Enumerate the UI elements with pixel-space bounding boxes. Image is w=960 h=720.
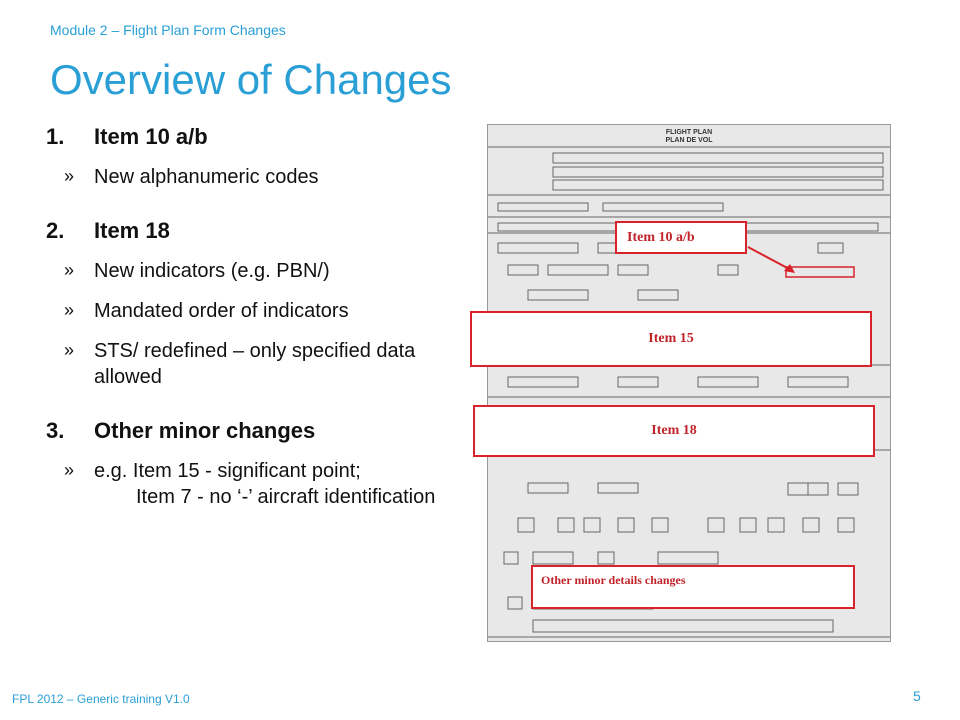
list-item-2: 2. Item 18 <box>46 218 476 244</box>
page-number: 5 <box>913 688 921 704</box>
item-number: 2. <box>46 218 65 243</box>
sub-bullet-text-continued: Item 7 - no ‘-’ aircraft identification <box>136 486 436 508</box>
sub-bullet: » New alphanumeric codes <box>64 164 476 190</box>
flight-plan-form-image: FLIGHT PLAN PLAN DE VOL <box>487 124 891 642</box>
bullet-marker: » <box>64 300 75 320</box>
form-title: FLIGHT PLAN <box>665 129 713 136</box>
item-number: 1. <box>46 124 65 149</box>
bullet-marker: » <box>64 166 75 186</box>
form-subtitle: PLAN DE VOL <box>665 136 713 144</box>
callout-item-10: Item 10 a/b <box>615 221 747 254</box>
item-label: Other minor changes <box>94 418 316 443</box>
sub-bullet-text: e.g. Item 15 - significant point; <box>94 460 361 482</box>
sub-bullet-text: New alphanumeric codes <box>94 166 319 188</box>
item-label: Item 10 a/b <box>94 124 208 149</box>
callout-item-18: Item 18 <box>473 405 875 457</box>
slide-title: Overview of Changes <box>50 56 452 103</box>
item-label: Item 18 <box>94 218 170 243</box>
footer-text: FPL 2012 – Generic training V1.0 <box>12 692 190 706</box>
sub-bullet-text: STS/ redefined – only specified data all… <box>94 340 416 388</box>
sub-bullet: » Mandated order of indicators <box>64 298 476 324</box>
list-item-1: 1. Item 10 a/b <box>46 124 476 150</box>
module-subtitle: Module 2 – Flight Plan Form Changes <box>50 22 286 38</box>
sub-bullet: » STS/ redefined – only specified data a… <box>64 338 476 390</box>
callout-minor-changes: Other minor details changes <box>531 565 855 609</box>
list-item-3: 3. Other minor changes <box>46 418 476 444</box>
sub-bullet-text: New indicators (e.g. PBN/) <box>94 260 330 282</box>
bullet-marker: » <box>64 340 75 360</box>
sub-bullet: » e.g. Item 15 - significant point; Item… <box>64 458 476 510</box>
bullet-marker: » <box>64 260 75 280</box>
bullet-marker: » <box>64 460 75 480</box>
callout-item-15: Item 15 <box>470 311 872 367</box>
sub-bullet-text: Mandated order of indicators <box>94 300 349 322</box>
form-lines <box>488 146 890 638</box>
bullet-list: 1. Item 10 a/b » New alphanumeric codes … <box>46 124 476 510</box>
item-number: 3. <box>46 418 65 443</box>
sub-bullet: » New indicators (e.g. PBN/) <box>64 258 476 284</box>
